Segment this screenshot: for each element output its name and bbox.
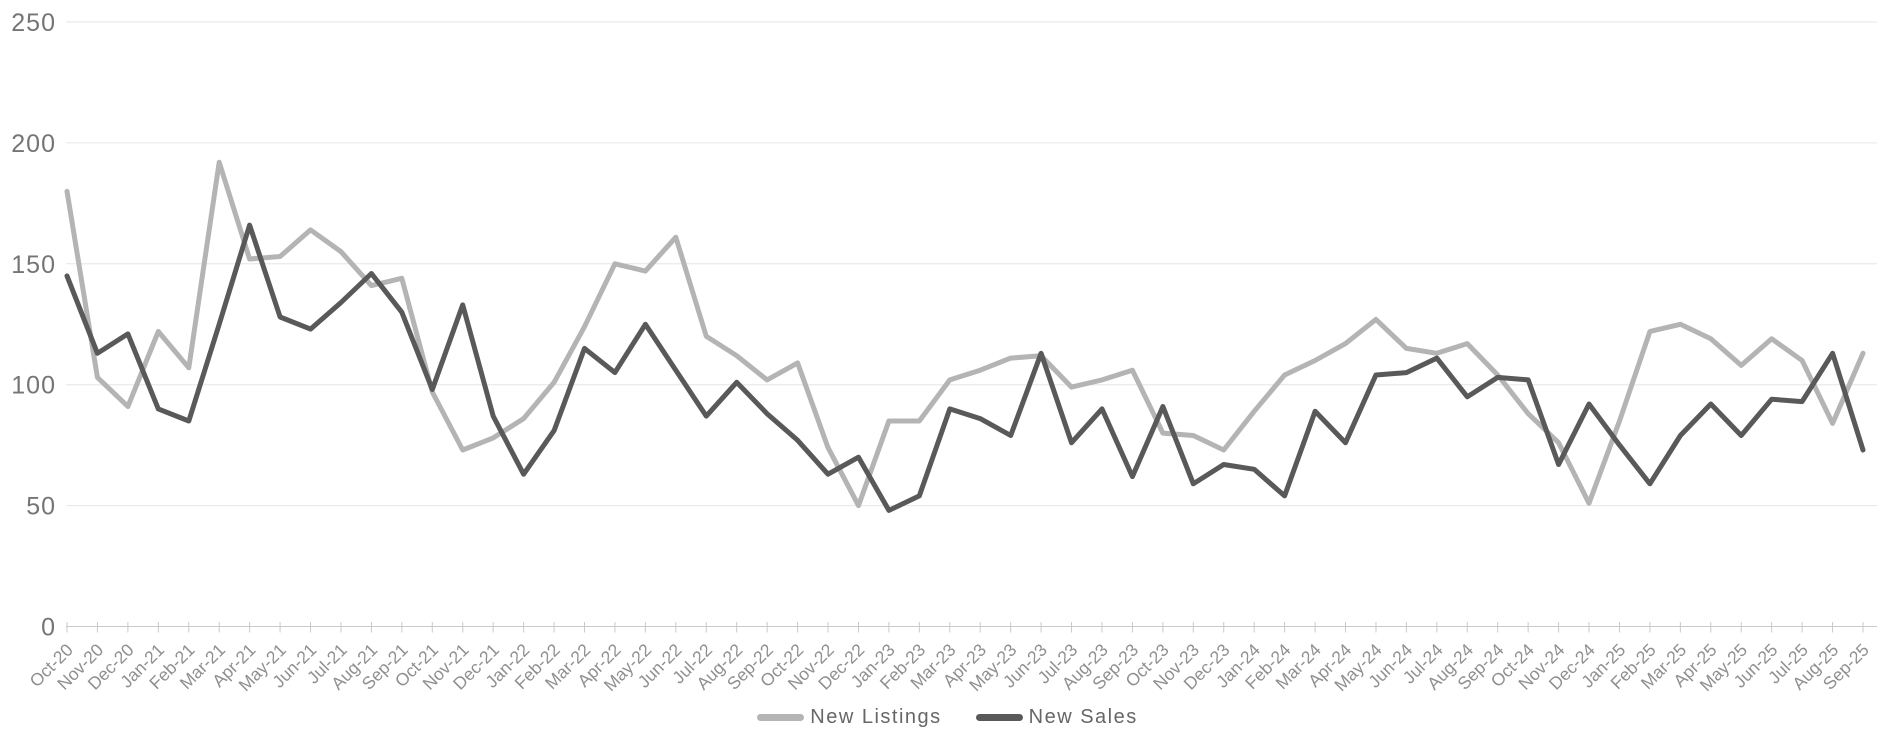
legend-label-new-sales: New Sales xyxy=(1028,706,1138,728)
y-axis-label: 0 xyxy=(41,614,56,642)
y-axis-label: 150 xyxy=(11,251,56,279)
line-chart-plot: 050100150200250Oct-20Nov-20Dec-20Jan-21F… xyxy=(11,9,1877,695)
series-line-new-listings xyxy=(64,159,1866,509)
y-axis-label: 250 xyxy=(11,9,56,37)
new-listings-line-swatch xyxy=(757,714,805,721)
series-line-new-sales xyxy=(64,222,1866,513)
legend-label-new-listings: New Listings xyxy=(810,706,942,728)
y-axis-label: 200 xyxy=(11,130,56,158)
y-axis-label: 50 xyxy=(26,493,56,521)
legend-item-new-listings[interactable]: New Listings xyxy=(757,706,941,729)
new-sales-line-swatch xyxy=(975,714,1023,721)
legend-item-new-sales[interactable]: New Sales xyxy=(975,706,1138,729)
legend: New Listings New Sales xyxy=(0,706,1895,729)
y-axis-label: 100 xyxy=(11,372,56,400)
